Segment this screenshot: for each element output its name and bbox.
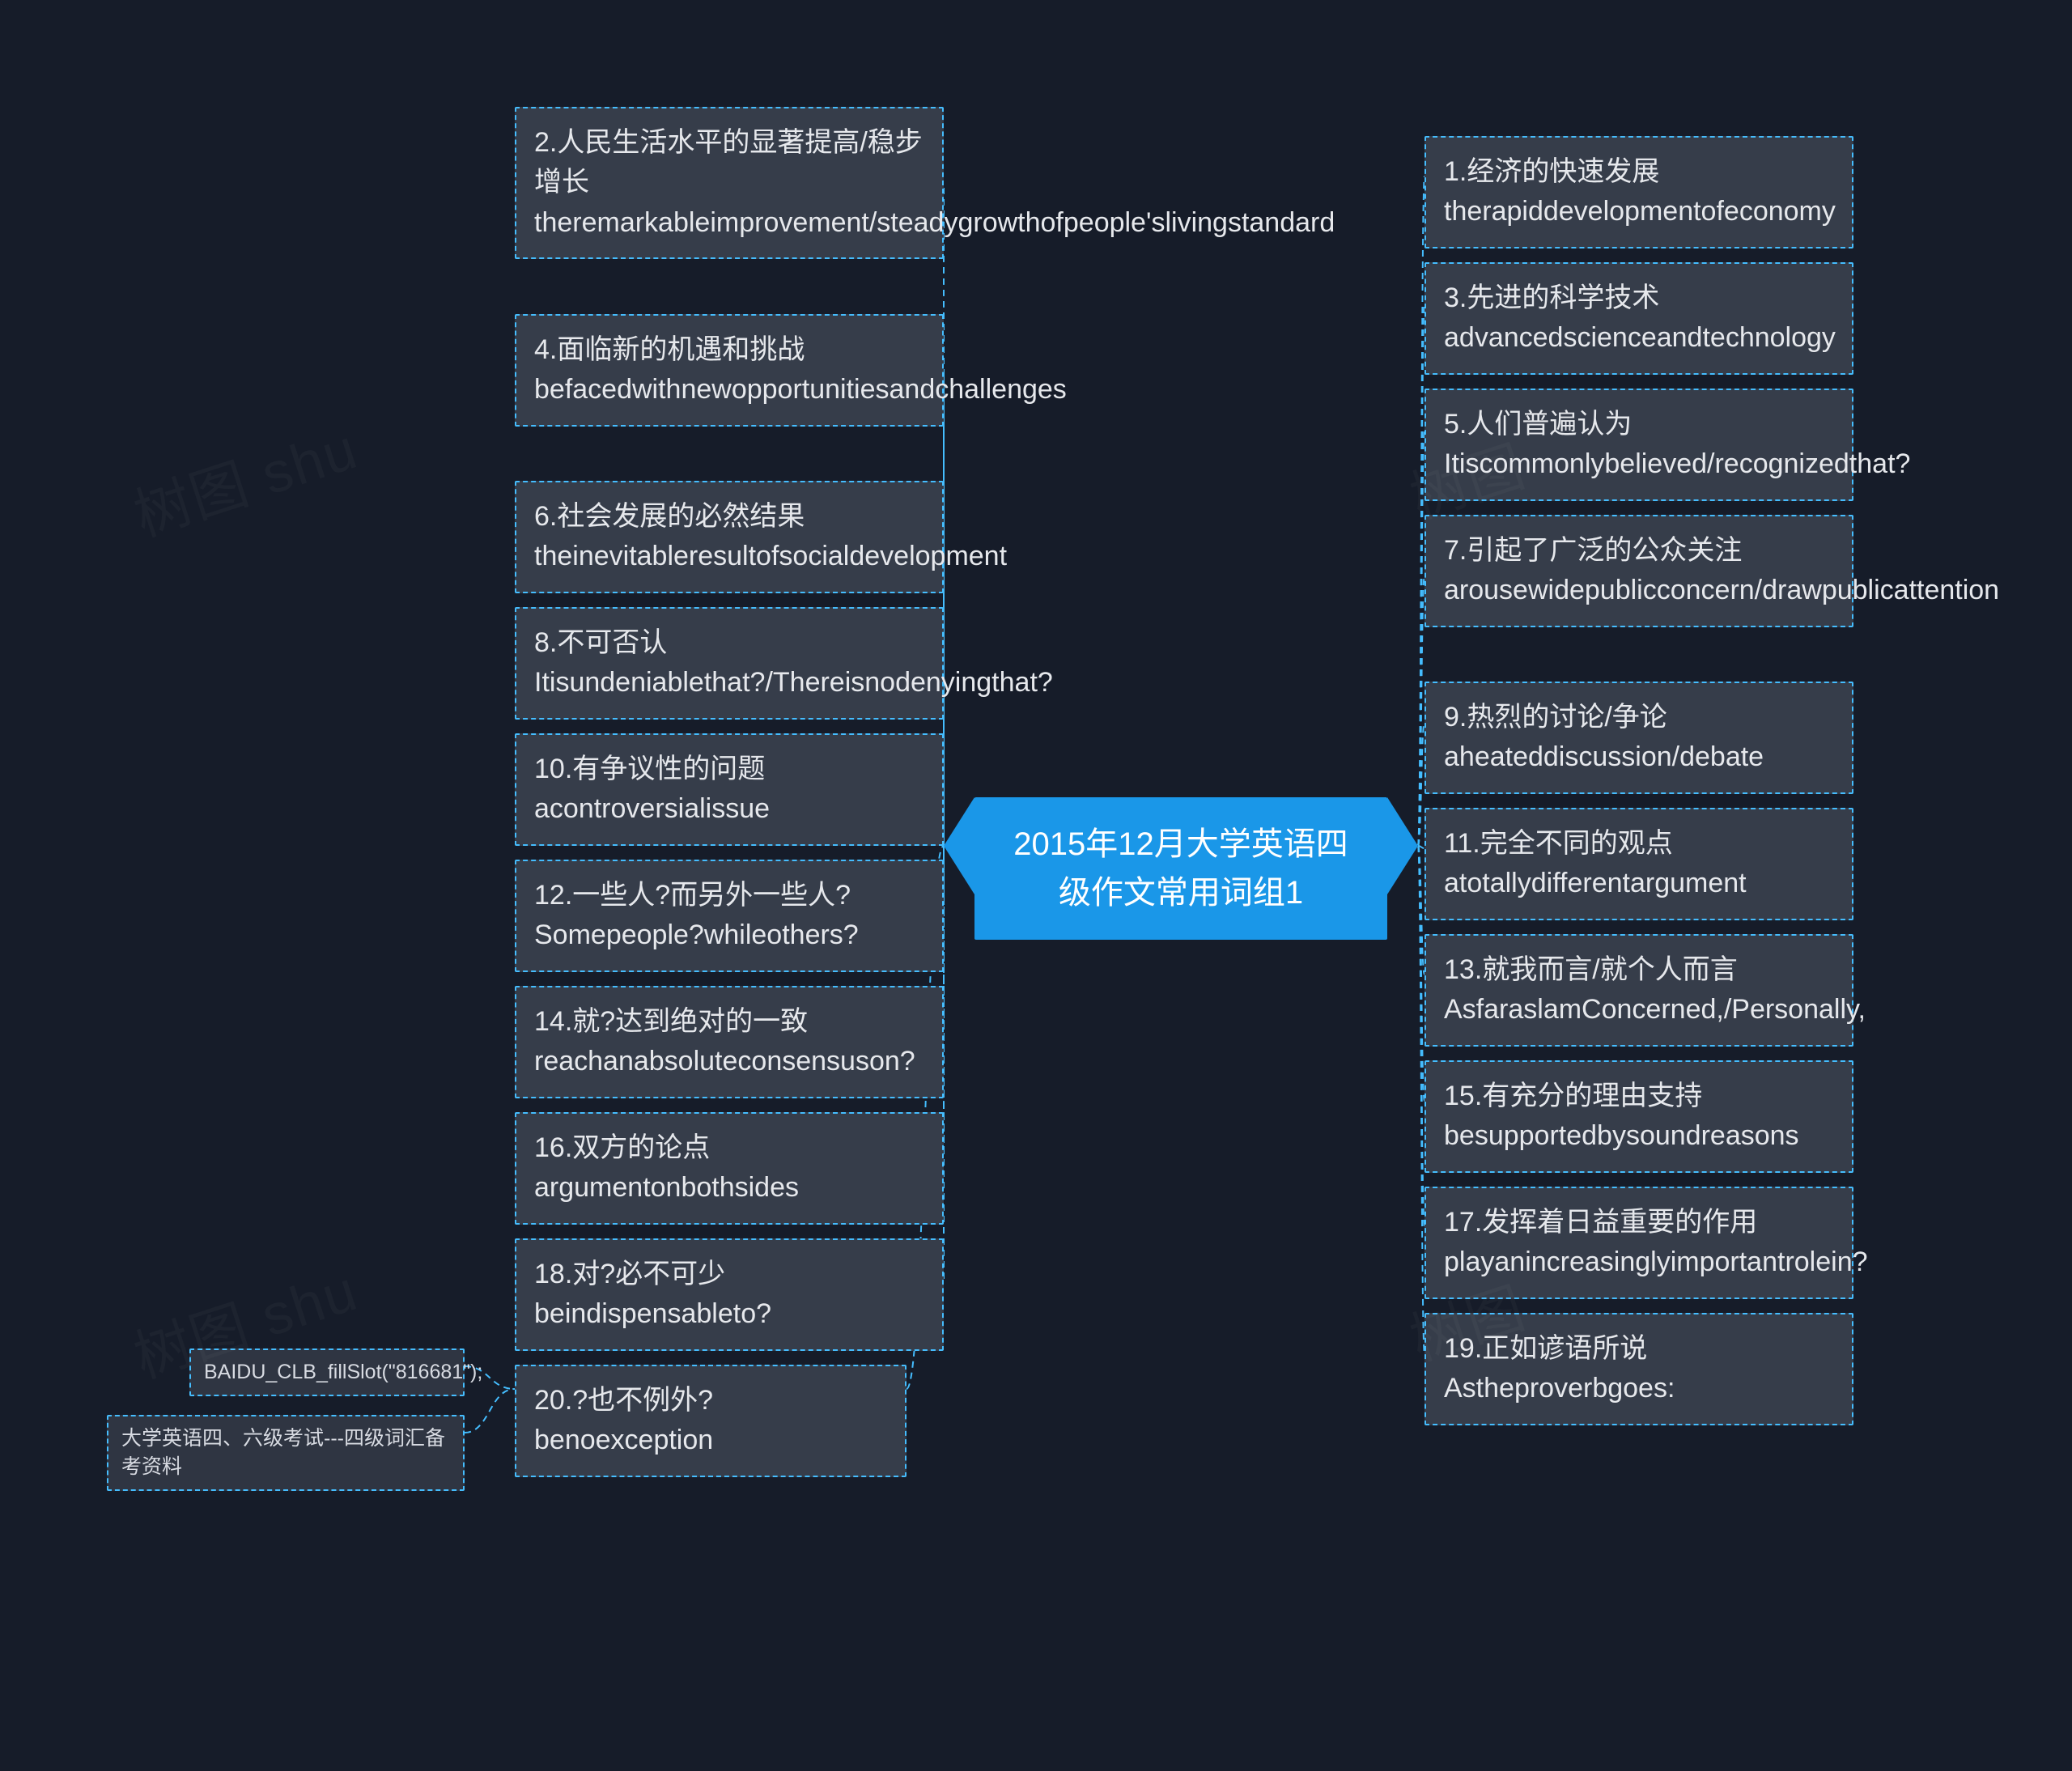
right-node-7[interactable]: 15.有充分的理由支持besupportedbysoundreasons xyxy=(1424,1060,1853,1173)
right-node-2[interactable]: 5.人们普遍认为Itiscommonlybelieved/recognizedt… xyxy=(1424,389,1853,501)
right-node-6[interactable]: 13.就我而言/就个人而言AsfaraslamConcerned,/Person… xyxy=(1424,934,1853,1047)
mindmap-canvas: 2015年12月大学英语四级作文常用词组1 2.人民生活水平的显著提高/稳步增长… xyxy=(0,0,2072,1771)
node-label: 4.面临新的机遇和挑战befacedwithnewopportunitiesan… xyxy=(534,334,1067,405)
right-node-3[interactable]: 7.引起了广泛的公众关注arousewidepublicconcern/draw… xyxy=(1424,515,1853,627)
node-label: 3.先进的科学技术advancedscienceandtechnology xyxy=(1444,282,1836,353)
left-node-5[interactable]: 12.一些人?而另外一些人?Somepeople?whileothers? xyxy=(515,860,944,972)
node-label: 11.完全不同的观点atotallydifferentargument xyxy=(1444,828,1747,898)
node-label: 2.人民生活水平的显著提高/稳步增长theremarkableimproveme… xyxy=(534,127,1335,238)
watermark: 树图 shu xyxy=(122,404,367,553)
node-label: 15.有充分的理由支持besupportedbysoundreasons xyxy=(1444,1081,1799,1151)
right-node-1[interactable]: 3.先进的科学技术advancedscienceandtechnology xyxy=(1424,262,1853,375)
sub-node-1[interactable]: 大学英语四、六级考试---四级词汇备考资料 xyxy=(107,1415,465,1491)
left-node-9[interactable]: 20.?也不例外?benoexception xyxy=(515,1365,906,1477)
left-node-3[interactable]: 8.不可否认Itisundeniablethat?/Thereisnodenyi… xyxy=(515,607,944,720)
node-label: 16.双方的论点argumentonbothsides xyxy=(534,1132,799,1203)
node-label: 10.有争议性的问题acontroversialissue xyxy=(534,754,770,824)
right-node-5[interactable]: 11.完全不同的观点atotallydifferentargument xyxy=(1424,808,1853,920)
node-label: 14.就?达到绝对的一致reachanabsoluteconsensuson? xyxy=(534,1006,915,1077)
left-node-1[interactable]: 4.面临新的机遇和挑战befacedwithnewopportunitiesan… xyxy=(515,314,944,427)
right-node-8[interactable]: 17.发挥着日益重要的作用playanincreasinglyimportant… xyxy=(1424,1187,1853,1299)
node-label: 9.热烈的讨论/争论aheateddiscussion/debate xyxy=(1444,702,1764,772)
sub-node-0[interactable]: BAIDU_CLB_fillSlot("816681"); xyxy=(189,1348,465,1396)
node-label: 12.一些人?而另外一些人?Somepeople?whileothers? xyxy=(534,880,859,950)
left-node-8[interactable]: 18.对?必不可少beindispensableto? xyxy=(515,1238,944,1351)
right-node-0[interactable]: 1.经济的快速发展therapiddevelopmentofeconomy xyxy=(1424,136,1853,248)
left-node-4[interactable]: 10.有争议性的问题acontroversialissue xyxy=(515,733,944,846)
left-node-2[interactable]: 6.社会发展的必然结果theinevitableresultofsocialde… xyxy=(515,481,944,593)
left-node-0[interactable]: 2.人民生活水平的显著提高/稳步增长theremarkableimproveme… xyxy=(515,107,944,259)
right-node-4[interactable]: 9.热烈的讨论/争论aheateddiscussion/debate xyxy=(1424,682,1853,794)
node-label: 20.?也不例外?benoexception xyxy=(534,1385,713,1455)
right-node-9[interactable]: 19.正如谚语所说Astheproverbgoes: xyxy=(1424,1313,1853,1425)
left-node-6[interactable]: 14.就?达到绝对的一致reachanabsoluteconsensuson? xyxy=(515,986,944,1098)
node-label: 6.社会发展的必然结果theinevitableresultofsocialde… xyxy=(534,501,1007,571)
node-label: 8.不可否认Itisundeniablethat?/Thereisnodenyi… xyxy=(534,627,1053,698)
node-label: 19.正如谚语所说Astheproverbgoes: xyxy=(1444,1333,1675,1404)
node-label: 5.人们普遍认为Itiscommonlybelieved/recognizedt… xyxy=(1444,409,1910,479)
left-node-7[interactable]: 16.双方的论点argumentonbothsides xyxy=(515,1112,944,1225)
node-label: 大学英语四、六级考试---四级词汇备考资料 xyxy=(121,1427,445,1478)
node-label: 13.就我而言/就个人而言AsfaraslamConcerned,/Person… xyxy=(1444,954,1866,1025)
node-label: 1.经济的快速发展therapiddevelopmentofeconomy xyxy=(1444,156,1836,227)
node-label: 17.发挥着日益重要的作用playanincreasinglyimportant… xyxy=(1444,1207,1868,1277)
node-label: 7.引起了广泛的公众关注arousewidepublicconcern/draw… xyxy=(1444,535,1999,605)
center-label: 2015年12月大学英语四级作文常用词组1 xyxy=(1013,826,1348,911)
node-label: 18.对?必不可少beindispensableto? xyxy=(534,1259,771,1329)
center-node[interactable]: 2015年12月大学英语四级作文常用词组1 xyxy=(974,797,1387,940)
node-label: BAIDU_CLB_fillSlot("816681"); xyxy=(204,1361,482,1383)
